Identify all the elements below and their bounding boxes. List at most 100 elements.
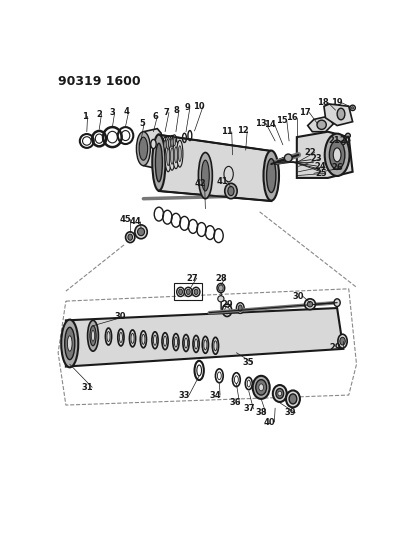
- Text: 7: 7: [164, 108, 170, 117]
- Ellipse shape: [139, 142, 143, 146]
- Ellipse shape: [171, 138, 173, 147]
- Ellipse shape: [267, 159, 276, 192]
- Text: 22: 22: [304, 148, 316, 157]
- Ellipse shape: [194, 289, 198, 295]
- Ellipse shape: [151, 140, 156, 149]
- Ellipse shape: [228, 187, 234, 196]
- Ellipse shape: [218, 285, 223, 291]
- Text: 30: 30: [293, 292, 304, 301]
- Text: 23: 23: [310, 154, 322, 163]
- Ellipse shape: [166, 140, 168, 149]
- Ellipse shape: [350, 105, 355, 110]
- Ellipse shape: [317, 120, 326, 130]
- Ellipse shape: [273, 385, 287, 402]
- Text: 6: 6: [152, 112, 158, 121]
- Text: 36: 36: [229, 398, 241, 407]
- Text: 21: 21: [328, 136, 340, 146]
- Ellipse shape: [337, 108, 345, 120]
- Ellipse shape: [164, 140, 166, 149]
- Ellipse shape: [192, 287, 200, 296]
- Text: 25: 25: [315, 169, 327, 178]
- Ellipse shape: [173, 138, 176, 146]
- Ellipse shape: [276, 389, 284, 399]
- Ellipse shape: [185, 287, 192, 296]
- Text: 33: 33: [179, 391, 190, 400]
- Ellipse shape: [285, 154, 292, 161]
- Ellipse shape: [137, 141, 145, 148]
- Ellipse shape: [238, 305, 242, 311]
- Ellipse shape: [152, 134, 166, 191]
- Ellipse shape: [90, 326, 96, 346]
- Ellipse shape: [126, 232, 135, 243]
- Ellipse shape: [340, 337, 345, 345]
- Text: 24: 24: [314, 162, 326, 171]
- Ellipse shape: [136, 132, 150, 166]
- Ellipse shape: [165, 136, 170, 151]
- Text: 37: 37: [243, 405, 255, 414]
- Polygon shape: [159, 135, 271, 201]
- Ellipse shape: [179, 289, 183, 295]
- Ellipse shape: [305, 299, 316, 310]
- Polygon shape: [307, 116, 333, 132]
- Ellipse shape: [278, 391, 282, 396]
- Polygon shape: [139, 128, 161, 168]
- Text: 8: 8: [174, 106, 180, 115]
- Ellipse shape: [137, 228, 145, 236]
- Text: 12: 12: [237, 126, 249, 135]
- Text: 16: 16: [286, 114, 298, 123]
- Text: 26: 26: [331, 164, 343, 172]
- Ellipse shape: [170, 135, 174, 150]
- Text: 29: 29: [221, 300, 233, 309]
- Polygon shape: [66, 308, 343, 367]
- Text: 4: 4: [123, 107, 129, 116]
- Text: 45: 45: [120, 215, 131, 224]
- Ellipse shape: [253, 376, 270, 399]
- Ellipse shape: [165, 142, 171, 172]
- Ellipse shape: [202, 160, 209, 191]
- Ellipse shape: [172, 135, 177, 149]
- Ellipse shape: [256, 379, 267, 395]
- Text: 35: 35: [242, 358, 254, 367]
- Ellipse shape: [198, 152, 212, 199]
- Ellipse shape: [167, 136, 172, 151]
- Ellipse shape: [218, 296, 224, 302]
- Text: 30: 30: [114, 312, 126, 321]
- Ellipse shape: [334, 299, 340, 306]
- Text: 27: 27: [186, 273, 198, 282]
- Ellipse shape: [351, 107, 354, 109]
- Ellipse shape: [139, 137, 147, 160]
- Ellipse shape: [307, 302, 313, 307]
- Text: 90319 1600: 90319 1600: [58, 75, 141, 88]
- Text: 1: 1: [82, 112, 88, 121]
- Ellipse shape: [87, 320, 98, 351]
- Text: 13: 13: [256, 119, 267, 128]
- Ellipse shape: [341, 141, 345, 144]
- Text: 10: 10: [193, 102, 204, 111]
- Ellipse shape: [128, 234, 133, 240]
- Ellipse shape: [166, 149, 170, 166]
- Ellipse shape: [177, 287, 185, 296]
- Text: 2: 2: [96, 109, 102, 118]
- Text: 20: 20: [340, 136, 351, 146]
- Text: 40: 40: [264, 417, 276, 426]
- Ellipse shape: [237, 303, 244, 313]
- Text: 44: 44: [130, 217, 141, 227]
- Ellipse shape: [91, 330, 95, 341]
- Bar: [174, 284, 202, 301]
- Ellipse shape: [225, 183, 237, 199]
- Ellipse shape: [174, 147, 177, 163]
- Text: 39: 39: [285, 408, 296, 417]
- Ellipse shape: [67, 336, 72, 351]
- Text: 5: 5: [139, 119, 145, 128]
- Text: 17: 17: [299, 108, 310, 117]
- Ellipse shape: [186, 289, 190, 295]
- Ellipse shape: [286, 391, 300, 407]
- Ellipse shape: [289, 394, 297, 404]
- Text: 41: 41: [216, 176, 229, 185]
- Ellipse shape: [259, 384, 264, 391]
- Polygon shape: [297, 132, 353, 178]
- Ellipse shape: [169, 142, 175, 170]
- Ellipse shape: [65, 327, 75, 360]
- Ellipse shape: [178, 146, 181, 161]
- Text: 14: 14: [264, 119, 276, 128]
